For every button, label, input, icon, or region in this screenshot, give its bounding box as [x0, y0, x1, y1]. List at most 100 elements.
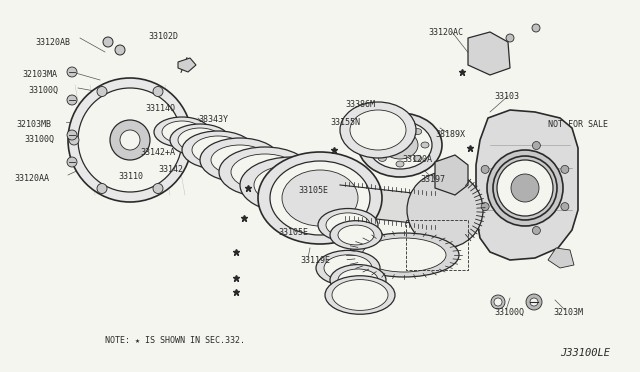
Circle shape — [491, 295, 505, 309]
Ellipse shape — [154, 117, 210, 147]
Text: 33105E: 33105E — [278, 228, 308, 237]
Ellipse shape — [258, 152, 382, 244]
Circle shape — [561, 166, 569, 173]
Ellipse shape — [68, 78, 192, 202]
Circle shape — [67, 95, 77, 105]
Circle shape — [67, 67, 77, 77]
Circle shape — [115, 45, 125, 55]
Ellipse shape — [325, 276, 395, 314]
Ellipse shape — [170, 124, 230, 156]
Ellipse shape — [270, 161, 370, 235]
Circle shape — [511, 174, 539, 202]
Ellipse shape — [162, 121, 202, 143]
Ellipse shape — [396, 161, 404, 167]
Ellipse shape — [200, 138, 280, 182]
Circle shape — [481, 48, 495, 62]
Text: 33100Q: 33100Q — [24, 135, 54, 144]
Polygon shape — [476, 110, 578, 260]
Circle shape — [532, 24, 540, 32]
Text: 38189X: 38189X — [435, 130, 465, 139]
Text: 33110: 33110 — [118, 172, 143, 181]
Text: 33142: 33142 — [158, 165, 183, 174]
Ellipse shape — [396, 123, 404, 129]
Circle shape — [67, 130, 77, 140]
Text: 33114Q: 33114Q — [145, 104, 175, 113]
Text: 33197: 33197 — [420, 175, 445, 184]
Ellipse shape — [120, 130, 140, 150]
Ellipse shape — [330, 264, 386, 295]
Circle shape — [442, 165, 462, 185]
Circle shape — [153, 87, 163, 96]
Ellipse shape — [421, 142, 429, 148]
Text: 33142+A: 33142+A — [140, 148, 175, 157]
Ellipse shape — [340, 102, 416, 158]
Ellipse shape — [110, 120, 150, 160]
Text: J33100LE: J33100LE — [560, 348, 610, 358]
Circle shape — [494, 298, 502, 306]
Circle shape — [561, 203, 569, 211]
Ellipse shape — [182, 131, 254, 169]
Text: 33120AB: 33120AB — [35, 38, 70, 47]
Circle shape — [97, 183, 107, 193]
Text: 33119E: 33119E — [300, 256, 330, 265]
Polygon shape — [468, 32, 510, 75]
Text: 33120A: 33120A — [402, 155, 432, 164]
Polygon shape — [435, 155, 468, 195]
Polygon shape — [548, 248, 574, 268]
Ellipse shape — [211, 145, 269, 175]
Ellipse shape — [318, 208, 378, 241]
Ellipse shape — [382, 131, 418, 159]
Text: 33120AC: 33120AC — [428, 28, 463, 37]
Circle shape — [532, 227, 540, 234]
Polygon shape — [178, 58, 196, 72]
Ellipse shape — [378, 129, 387, 135]
Circle shape — [97, 87, 107, 96]
Circle shape — [69, 135, 79, 145]
Text: 33105E: 33105E — [298, 186, 328, 195]
Ellipse shape — [330, 221, 382, 249]
Ellipse shape — [240, 157, 344, 213]
Circle shape — [506, 34, 514, 42]
Ellipse shape — [362, 238, 446, 272]
Text: NOTE: ★ IS SHOWN IN SEC.332.: NOTE: ★ IS SHOWN IN SEC.332. — [105, 336, 245, 345]
Ellipse shape — [338, 225, 374, 245]
Text: 32103MB: 32103MB — [16, 120, 51, 129]
Ellipse shape — [332, 280, 388, 310]
Circle shape — [481, 203, 489, 211]
Ellipse shape — [219, 147, 311, 197]
Text: 33103: 33103 — [494, 92, 519, 101]
Circle shape — [434, 173, 442, 181]
Circle shape — [153, 183, 163, 193]
Text: 32103M: 32103M — [553, 308, 583, 317]
Text: 33386M: 33386M — [345, 100, 375, 109]
Circle shape — [476, 43, 500, 67]
Ellipse shape — [254, 165, 330, 205]
Ellipse shape — [231, 154, 299, 190]
Text: 33100Q: 33100Q — [494, 308, 524, 317]
Ellipse shape — [326, 213, 370, 237]
Ellipse shape — [371, 142, 379, 148]
Text: 32103MA: 32103MA — [22, 70, 57, 79]
Text: 33102D: 33102D — [148, 32, 178, 41]
Ellipse shape — [413, 155, 422, 161]
Circle shape — [181, 135, 191, 145]
Ellipse shape — [78, 88, 182, 192]
Ellipse shape — [350, 110, 406, 150]
Ellipse shape — [192, 136, 244, 164]
Circle shape — [103, 37, 113, 47]
Text: 33155N: 33155N — [330, 118, 360, 127]
Text: NOT FOR SALE: NOT FOR SALE — [548, 120, 608, 129]
Circle shape — [532, 141, 540, 150]
Ellipse shape — [178, 128, 222, 152]
Text: 33100Q: 33100Q — [28, 86, 58, 95]
Ellipse shape — [358, 113, 442, 177]
Ellipse shape — [316, 250, 380, 286]
Circle shape — [530, 298, 538, 306]
Text: 38343Y: 38343Y — [198, 115, 228, 124]
Ellipse shape — [282, 170, 358, 226]
Text: 33120AA: 33120AA — [14, 174, 49, 183]
Ellipse shape — [378, 155, 387, 161]
Circle shape — [67, 157, 77, 167]
Ellipse shape — [324, 255, 372, 281]
Circle shape — [497, 160, 553, 216]
